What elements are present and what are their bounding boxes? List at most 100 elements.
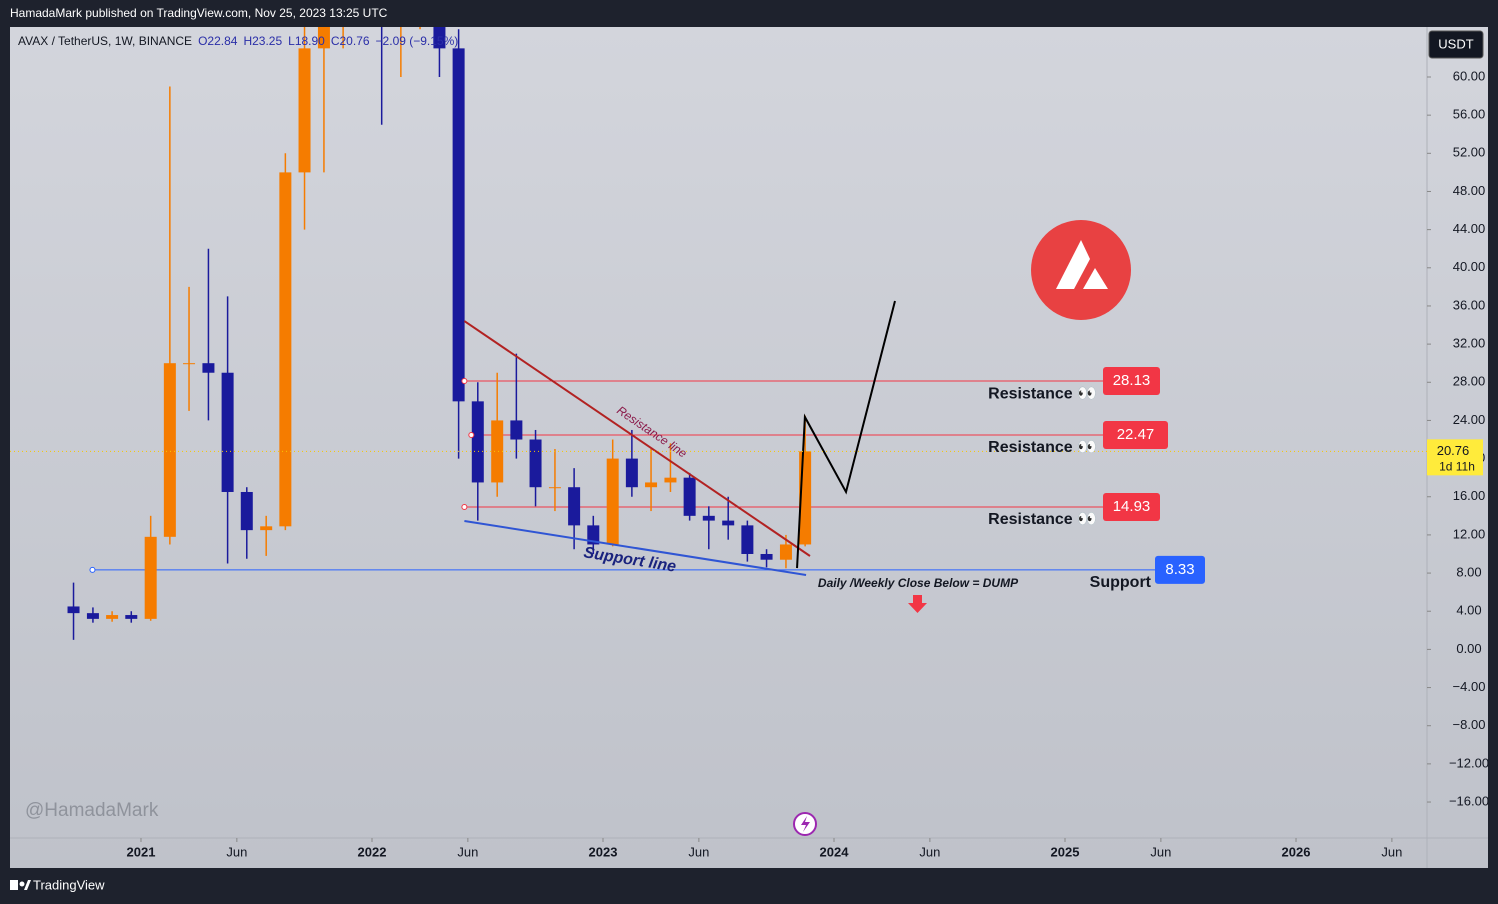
legend-item: H23.25 [243,34,282,48]
candle-body [298,48,311,173]
level-value: 28.13 [1113,372,1151,389]
candle-body [529,439,542,488]
x-tick-label: 2021 [127,844,156,859]
countdown: 1d 11h [1439,460,1475,474]
header: HamadaMark published on TradingView.com,… [10,6,388,20]
candle-body [587,525,600,545]
y-tick-label: −8.00 [1453,717,1486,732]
x-tick-label: Jun [1381,844,1402,859]
y-tick-label: −4.00 [1453,679,1486,694]
level-anchor [89,566,96,573]
y-tick-label: 24.00 [1453,412,1486,427]
level-label: Resistance 👀 [988,385,1097,402]
candle-body [106,615,119,619]
y-tick-label: −12.00 [1449,755,1489,770]
y-tick-label: 8.00 [1456,565,1481,580]
legend-item: −2.09 (−9.15%) [376,34,459,48]
legend-item: O22.84 [198,34,238,48]
candle-body [568,487,581,526]
watermark: @HamadaMark [25,800,159,821]
level-box [1103,492,1160,521]
tradingview-logo [10,880,31,890]
y-tick-label: 32.00 [1453,336,1486,351]
y-tick-label: 52.00 [1453,145,1486,160]
footer: TradingView [33,877,105,892]
candle-body [645,482,658,488]
level-box [1103,421,1168,450]
x-tick-label: Jun [919,844,940,859]
level-label: Support [1090,574,1152,591]
candle-body [67,606,80,614]
candle-body [606,458,619,545]
candle-body [279,172,292,527]
candle-body [163,363,176,537]
level-value: 14.93 [1113,498,1151,515]
y-tick-label: 16.00 [1453,488,1486,503]
y-tick-label: 28.00 [1453,374,1486,389]
y-tick-label: −16.00 [1449,793,1489,808]
note: Daily /Weekly Close Below = DUMP [818,576,1019,590]
trendline [464,519,807,576]
x-tick-label: 2022 [358,844,387,859]
level-label: Resistance 👀 [988,439,1097,456]
level-value: 8.33 [1165,561,1194,578]
level-anchor [461,378,468,385]
x-tick-label: 2023 [589,844,618,859]
y-tick-label: 36.00 [1453,297,1486,312]
x-tick-label: Jun [688,844,709,859]
candle-body [86,613,99,619]
chart-area [10,27,1488,868]
x-tick-label: Jun [1150,844,1171,859]
avax-logo [1031,220,1131,320]
level-anchor [461,503,468,510]
x-tick-label: 2024 [820,844,850,859]
candle-body [625,458,638,488]
x-tick-label: Jun [226,844,247,859]
legend-item: C20.76 [331,34,370,48]
candle-body [548,487,561,489]
candle-body [779,544,792,560]
y-tick-label: 44.00 [1453,221,1486,236]
y-tick-label: 12.00 [1453,526,1486,541]
candle-body [683,477,696,516]
candle-body [183,363,196,365]
currency-button[interactable] [1428,30,1484,59]
candle-body [240,491,253,531]
y-tick-label: 4.00 [1456,603,1481,618]
x-tick-label: 2026 [1282,844,1311,859]
candle-body [452,48,465,402]
candle-body [317,27,330,49]
level-value: 22.47 [1117,426,1155,443]
candle-body [221,372,234,492]
level-box [1103,367,1160,396]
level-box [1155,555,1205,584]
candle-body [741,525,754,554]
candle-body [202,363,215,373]
candle-body [702,515,715,521]
level-label: Resistance 👀 [988,511,1097,528]
candle-body [260,526,273,531]
y-tick-label: 0.00 [1456,641,1481,656]
y-tick-label: 48.00 [1453,183,1486,198]
candle-body [510,420,523,440]
x-tick-label: Jun [457,844,478,859]
candle-body [760,553,773,560]
down-arrow [908,595,927,613]
candle-body [433,27,446,49]
y-tick-label: 60.00 [1453,68,1486,83]
last-price: 20.76 [1437,443,1470,458]
candle-body [144,536,157,619]
trendline [463,320,811,557]
level-anchor [468,432,475,439]
y-tick-label: 56.00 [1453,107,1486,122]
currency[interactable]: USDT [1438,36,1473,51]
candle-body [722,520,735,526]
y-tick-label: 40.00 [1453,259,1486,274]
last-price-box [1427,439,1483,476]
replay-icon[interactable] [793,812,817,836]
candle-body [471,401,484,483]
candle-body [125,615,138,619]
candle-body [491,420,504,483]
candle-body [664,477,677,483]
